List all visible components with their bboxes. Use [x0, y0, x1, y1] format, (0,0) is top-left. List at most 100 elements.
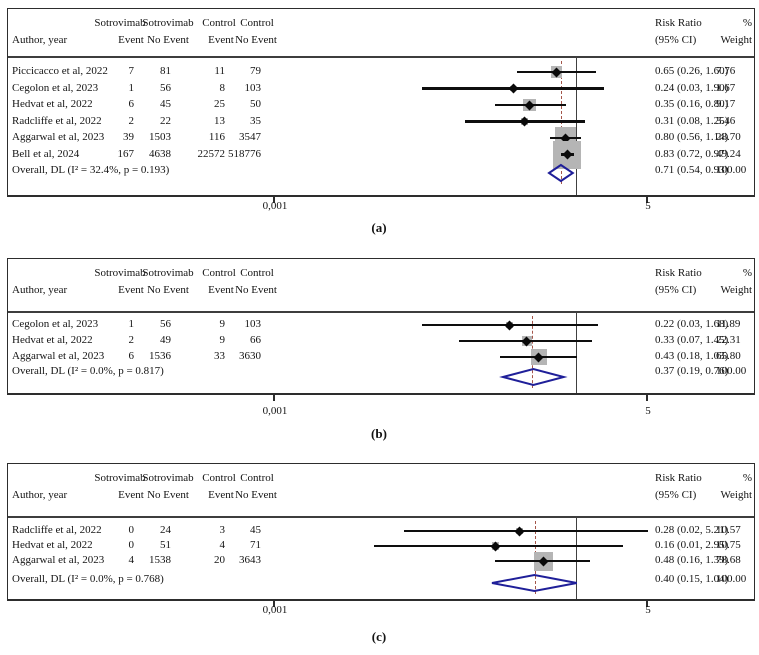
risk-ratio-column-header: Risk Ratio [655, 17, 702, 29]
axis-tick [646, 197, 648, 203]
overall-weight-value: 100.00 [716, 365, 747, 377]
weight-value: 10.57 [716, 524, 741, 536]
control-event-count: 116 [208, 131, 225, 143]
treatment-noevent-count: 45 [160, 98, 171, 110]
axis-tick [646, 601, 648, 607]
control-event-count: 20 [214, 554, 225, 566]
overall-rr-ci-value: 0.40 (0.15, 1.04) [655, 573, 729, 585]
panel-border [7, 463, 755, 601]
column-group-header: Control [240, 267, 274, 279]
axis-tick-label: 5 [645, 405, 651, 417]
weight-value: 7.76 [716, 65, 736, 77]
treatment-event-count: 1 [128, 81, 135, 94]
overall-heterogeneity-label: Overall, DL (I² = 32.4%, p = 0.193) [12, 164, 170, 176]
control-noevent-count: 45 [250, 524, 261, 536]
weight-value: 9.17 [716, 98, 736, 110]
treatment-noevent-count: 56 [160, 318, 171, 330]
author-label: Aggarwal et al, 2023 [12, 350, 105, 362]
control-event-count: 13 [214, 114, 225, 127]
column-sub-header: No Event [147, 284, 189, 296]
column-group-header: Sotrovimab [142, 17, 194, 29]
column-group-header: Control [240, 472, 274, 484]
treatment-noevent-count: 24 [160, 524, 171, 536]
treatment-event-count: 4 [128, 554, 135, 566]
header-separator-line [8, 56, 754, 58]
overall-diamond [546, 163, 575, 183]
author-label: Radcliffe et al, 2022 [12, 524, 102, 536]
treatment-noevent-count: 51 [160, 539, 171, 551]
panel-caption: (a) [371, 220, 387, 235]
treatment-event-count: 6 [128, 98, 135, 110]
control-noevent-count: 3547 [239, 131, 261, 143]
author-label: Piccicacco et al, 2022 [12, 65, 108, 77]
treatment-event-count: 39 [123, 131, 134, 143]
treatment-noevent-count: 81 [160, 65, 171, 77]
column-sub-header: Event [118, 284, 144, 296]
treatment-event-count: 167 [117, 147, 135, 160]
ci-line [404, 529, 648, 533]
author-label: Cegolon et al, 2023 [12, 318, 99, 330]
control-event-count: 4 [219, 539, 226, 551]
author-label: Aggarwal et al, 2023 [12, 131, 105, 143]
control-noevent-count: 79 [250, 65, 261, 77]
weight-value: 22.31 [716, 334, 741, 346]
treatment-noevent-count: 1536 [149, 350, 171, 362]
panel-caption: (c) [371, 629, 387, 644]
overall-heterogeneity-label: Overall, DL (I² = 0.0%, p = 0.817) [12, 365, 164, 377]
weight-column-header: Weight [720, 489, 753, 501]
risk-ratio-ci-column-header: (95% CI) [655, 489, 697, 501]
axis-tick [273, 395, 275, 401]
weight-column-header: Weight [720, 34, 753, 46]
weight-column-header: Weight [720, 284, 753, 296]
axis-tick [646, 395, 648, 401]
rr-ci-value: 0.80 (0.56, 1.14) [655, 131, 729, 143]
axis-tick-label: 0,001 [262, 200, 288, 212]
treatment-noevent-count: 1538 [149, 554, 171, 566]
control-noevent-count: 103 [244, 318, 262, 330]
null-effect-line [575, 516, 578, 599]
column-sub-header: No Event [235, 489, 277, 501]
treatment-event-count: 6 [128, 350, 135, 362]
control-noevent-count: 518776 [228, 147, 261, 160]
null-effect-line [575, 56, 578, 195]
axis-tick-label: 0,001 [262, 405, 288, 417]
control-event-count: 25 [214, 98, 225, 110]
rr-ci-value: 0.24 (0.03, 1.90) [655, 81, 729, 94]
column-group-header: Control [202, 267, 236, 279]
rr-ci-value: 0.35 (0.16, 0.80) [655, 98, 729, 110]
column-sub-header: No Event [235, 34, 277, 46]
treatment-event-count: 2 [128, 334, 135, 346]
weight-value: 78.68 [716, 554, 741, 566]
panel-border [7, 8, 755, 197]
axis-tick [273, 601, 275, 607]
treatment-noevent-count: 4638 [149, 147, 171, 160]
header-separator-line [8, 516, 754, 518]
overall-rr-ci-value: 0.37 (0.19, 0.76) [655, 365, 729, 377]
treatment-event-count: 2 [128, 114, 135, 127]
control-noevent-count: 71 [250, 539, 261, 551]
column-group-header: Sotrovimab [94, 267, 146, 279]
risk-ratio-column-header: Risk Ratio [655, 267, 702, 279]
treatment-noevent-count: 56 [160, 81, 171, 94]
column-group-header: Sotrovimab [142, 267, 194, 279]
weight-percent-column-header: % [742, 267, 752, 279]
rr-ci-value: 0.65 (0.26, 1.60) [655, 65, 729, 77]
control-noevent-count: 3643 [239, 554, 261, 566]
overall-heterogeneity-label: Overall, DL (I² = 0.0%, p = 0.768) [12, 573, 164, 585]
column-group-header: Control [202, 17, 236, 29]
rr-ci-value: 0.31 (0.08, 1.25) [655, 114, 729, 127]
weight-percent-column-header: % [742, 472, 752, 484]
author-label: Radcliffe et al, 2022 [12, 114, 102, 127]
rr-ci-value: 0.48 (0.16, 1.39) [655, 554, 729, 566]
weight-value: 49.24 [716, 147, 741, 160]
risk-ratio-ci-column-header: (95% CI) [655, 284, 697, 296]
control-event-count: 9 [219, 318, 226, 330]
rr-ci-value: 0.33 (0.07, 1.45) [655, 334, 729, 346]
column-group-header: Sotrovimab [94, 17, 146, 29]
panel-caption: (b) [371, 426, 387, 441]
overall-diamond [492, 573, 578, 593]
column-sub-header: Event [118, 34, 144, 46]
risk-ratio-column-header: Risk Ratio [655, 472, 702, 484]
axis-tick [273, 197, 275, 203]
